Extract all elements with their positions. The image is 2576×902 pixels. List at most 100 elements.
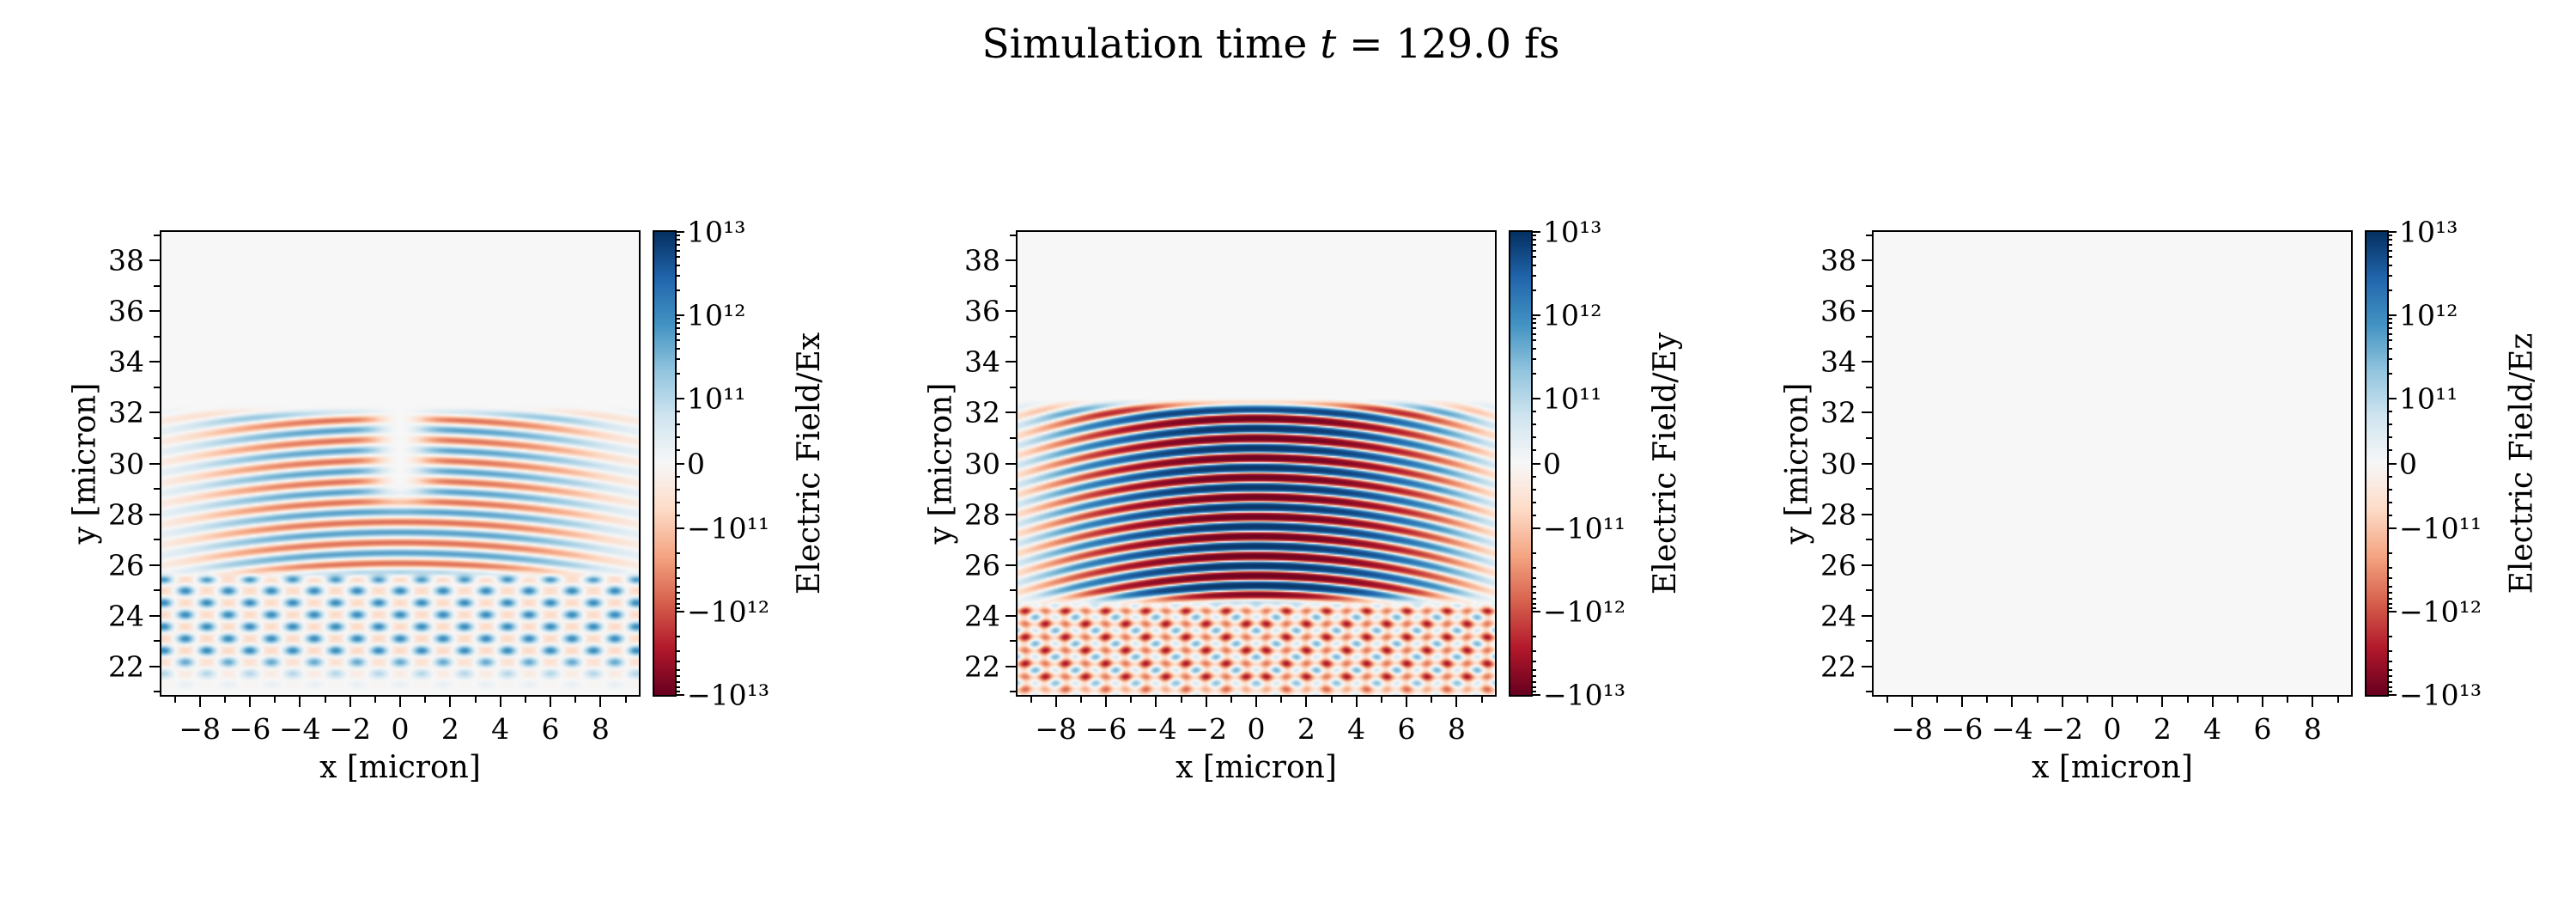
- colorbar-tick-label: 10¹²: [2399, 298, 2458, 332]
- colorbar-minor-tick: [2387, 357, 2392, 360]
- colorbar-tick: [675, 527, 684, 529]
- colorbar-minor-tick: [1531, 239, 1536, 241]
- colorbar-minor-tick: [2387, 690, 2392, 692]
- x-tick-label: 8: [591, 712, 610, 746]
- x-tick: [198, 697, 201, 707]
- y-tick: [1862, 665, 1872, 667]
- colorbar-tick: [2387, 398, 2397, 400]
- colorbar-minor-tick: [2387, 636, 2392, 638]
- colorbar-minor-tick: [2387, 372, 2392, 375]
- x-minor-tick: [2086, 697, 2088, 703]
- colorbar-tick-label: −10¹³: [1543, 678, 1626, 712]
- colorbar-tick-label: −10¹²: [687, 594, 770, 629]
- colorbar-minor-tick: [675, 661, 680, 663]
- x-tick-label: −8: [1891, 712, 1933, 746]
- colorbar-minor-tick: [1531, 636, 1536, 638]
- colorbar-minor-tick: [2387, 239, 2392, 241]
- colorbar-minor-tick: [2387, 501, 2392, 503]
- colorbar-minor-tick: [675, 318, 680, 320]
- x-minor-tick: [324, 697, 326, 703]
- x-tick: [1406, 697, 1407, 707]
- x-minor-tick: [574, 697, 577, 703]
- colorbar-minor-tick: [2387, 274, 2392, 277]
- colorbar-minor-tick: [675, 690, 680, 692]
- colorbar-minor-tick: [2387, 602, 2392, 605]
- x-tick-label: 4: [2203, 712, 2222, 746]
- colorbar-minor-tick: [1531, 357, 1536, 360]
- colorbar-minor-tick: [2387, 680, 2392, 683]
- y-minor-tick: [154, 335, 160, 338]
- colorbar-minor-tick: [2387, 318, 2392, 320]
- colorbar-tick-label: −10¹¹: [687, 511, 770, 545]
- y-minor-tick: [1866, 436, 1872, 439]
- y-minor-tick: [1010, 234, 1016, 236]
- subplot-ex: y [micron] x [micron] 10¹³ 10¹² 10¹¹ 0 −10¹¹…: [68, 216, 828, 786]
- colorbar-minor-tick: [2387, 686, 2392, 688]
- colorbar-minor-tick: [2387, 235, 2392, 237]
- title-prefix: Simulation time: [981, 21, 1321, 68]
- colorbar-minor-tick: [675, 239, 680, 241]
- colorbar-tick: [2387, 314, 2397, 317]
- x-minor-tick: [1330, 697, 1333, 703]
- colorbar-minor-tick: [1531, 661, 1536, 663]
- x-tick-label: −8: [1035, 712, 1077, 746]
- colorbar-minor-tick: [1531, 274, 1536, 277]
- x-tick-label: 6: [1397, 712, 1416, 746]
- colorbar-minor-tick: [675, 322, 680, 325]
- y-minor-tick: [1866, 589, 1872, 592]
- colorbar-minor-tick: [1531, 597, 1536, 600]
- heatmap-ey: [1016, 230, 1497, 697]
- y-minor-tick: [1010, 589, 1016, 592]
- y-tick: [1005, 665, 1016, 667]
- colorbar-minor-tick: [675, 475, 680, 478]
- colorbar-tick-label: −10¹¹: [2399, 511, 2482, 545]
- y-tick-label: 36: [108, 294, 144, 328]
- x-minor-tick: [2136, 697, 2139, 703]
- colorbar-tick: [675, 398, 684, 400]
- colorbar-tick: [2387, 527, 2397, 529]
- y-minor-tick: [154, 691, 160, 693]
- colorbar-minor-tick: [1531, 475, 1536, 478]
- x-minor-tick: [424, 697, 427, 703]
- colorbar-minor-tick: [675, 597, 680, 600]
- colorbar-label-box: Electric Field/Ez: [2488, 230, 2556, 697]
- y-tick: [1862, 310, 1872, 313]
- colorbar-tick-label: 0: [2399, 447, 2417, 480]
- colorbar-tick-label: 10¹³: [1543, 215, 1602, 249]
- colorbar-label-box: Electric Field/Ex: [775, 230, 844, 697]
- colorbar-minor-tick: [1531, 675, 1536, 678]
- colorbar-tick: [675, 314, 684, 317]
- y-minor-tick: [1010, 691, 1016, 693]
- x-tick: [2061, 697, 2063, 707]
- colorbar-tick: [1531, 694, 1540, 696]
- colorbar-tick: [675, 462, 684, 465]
- colorbar-minor-tick: [1531, 668, 1536, 671]
- colorbar-minor-tick: [1531, 650, 1536, 653]
- y-axis-label: y [micron]: [1779, 382, 1815, 545]
- colorbar-minor-tick: [2387, 339, 2392, 342]
- x-minor-tick: [2186, 697, 2189, 703]
- x-tick: [2111, 697, 2113, 707]
- x-tick-label: 2: [1297, 712, 1315, 746]
- colorbar-minor-tick: [1531, 690, 1536, 692]
- y-axis-label-box: y [micron]: [55, 230, 115, 697]
- y-tick-label: 26: [964, 548, 1000, 582]
- colorbar-tick: [2387, 694, 2397, 696]
- colorbar-minor-tick: [1531, 602, 1536, 605]
- colorbar-tick: [1531, 231, 1540, 233]
- colorbar-tick: [2387, 462, 2397, 465]
- colorbar-minor-tick: [675, 256, 680, 259]
- x-minor-tick: [374, 697, 376, 703]
- x-minor-tick: [1380, 697, 1382, 703]
- x-tick: [2312, 697, 2314, 707]
- colorbar-minor-tick: [675, 327, 680, 330]
- x-tick-label: 6: [2253, 712, 2272, 746]
- colorbar-minor-tick: [1531, 680, 1536, 683]
- colorbar-ey: 10¹³ 10¹² 10¹¹ 0 −10¹¹ −10¹² −10¹³: [1509, 216, 1625, 712]
- x-minor-tick: [173, 697, 176, 703]
- colorbar-minor-tick: [1531, 606, 1536, 609]
- x-tick: [2211, 697, 2214, 707]
- y-tick: [149, 411, 160, 414]
- y-minor-tick: [1866, 539, 1872, 541]
- colorbar-minor-tick: [1531, 501, 1536, 503]
